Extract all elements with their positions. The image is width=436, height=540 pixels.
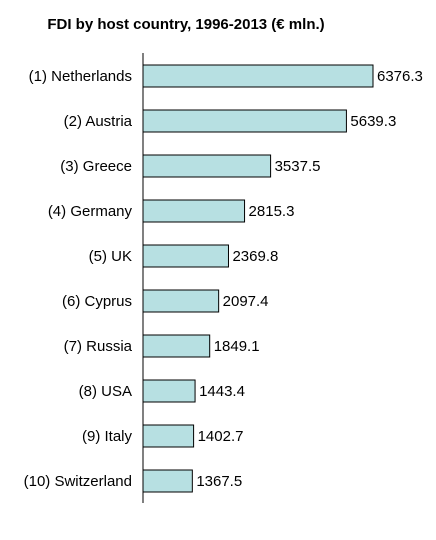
value-label: 3537.5 xyxy=(275,158,321,175)
category-label: (4) Germany xyxy=(48,203,133,220)
category-label: (10) Switzerland xyxy=(24,473,132,490)
category-label: (9) Italy xyxy=(82,428,133,445)
bars-layer: (1) Netherlands 6376.3 (2) Austria 5639.3 (3… xyxy=(24,64,423,493)
category-label: (1) Netherlands xyxy=(29,68,132,85)
value-label: 2815.3 xyxy=(249,203,295,220)
category-label: (3) Greece xyxy=(60,158,132,175)
bar xyxy=(142,109,347,133)
value-label: 1367.5 xyxy=(196,473,242,490)
chart-title: FDI by host country, 1996-2013 (€ mln.) xyxy=(47,16,324,33)
value-label: 1443.4 xyxy=(199,383,245,400)
category-label: (6) Cyprus xyxy=(62,293,132,310)
value-label: 1402.7 xyxy=(198,428,244,445)
bar xyxy=(142,469,193,493)
category-label: (2) Austria xyxy=(64,113,133,130)
value-label: 6376.3 xyxy=(377,68,423,85)
category-label: (5) UK xyxy=(89,248,132,265)
category-label: (7) Russia xyxy=(64,338,133,355)
value-label: 2097.4 xyxy=(223,293,269,310)
bar xyxy=(142,334,211,358)
value-label: 5639.3 xyxy=(350,113,396,130)
bar xyxy=(142,154,272,178)
bar xyxy=(142,64,374,88)
bar xyxy=(142,244,229,268)
category-label: (8) USA xyxy=(79,383,132,400)
bar xyxy=(142,379,196,403)
value-label: 1849.1 xyxy=(214,338,260,355)
bar xyxy=(142,199,246,223)
bar xyxy=(142,289,220,313)
value-label: 2369.8 xyxy=(232,248,278,265)
bar xyxy=(142,424,195,448)
